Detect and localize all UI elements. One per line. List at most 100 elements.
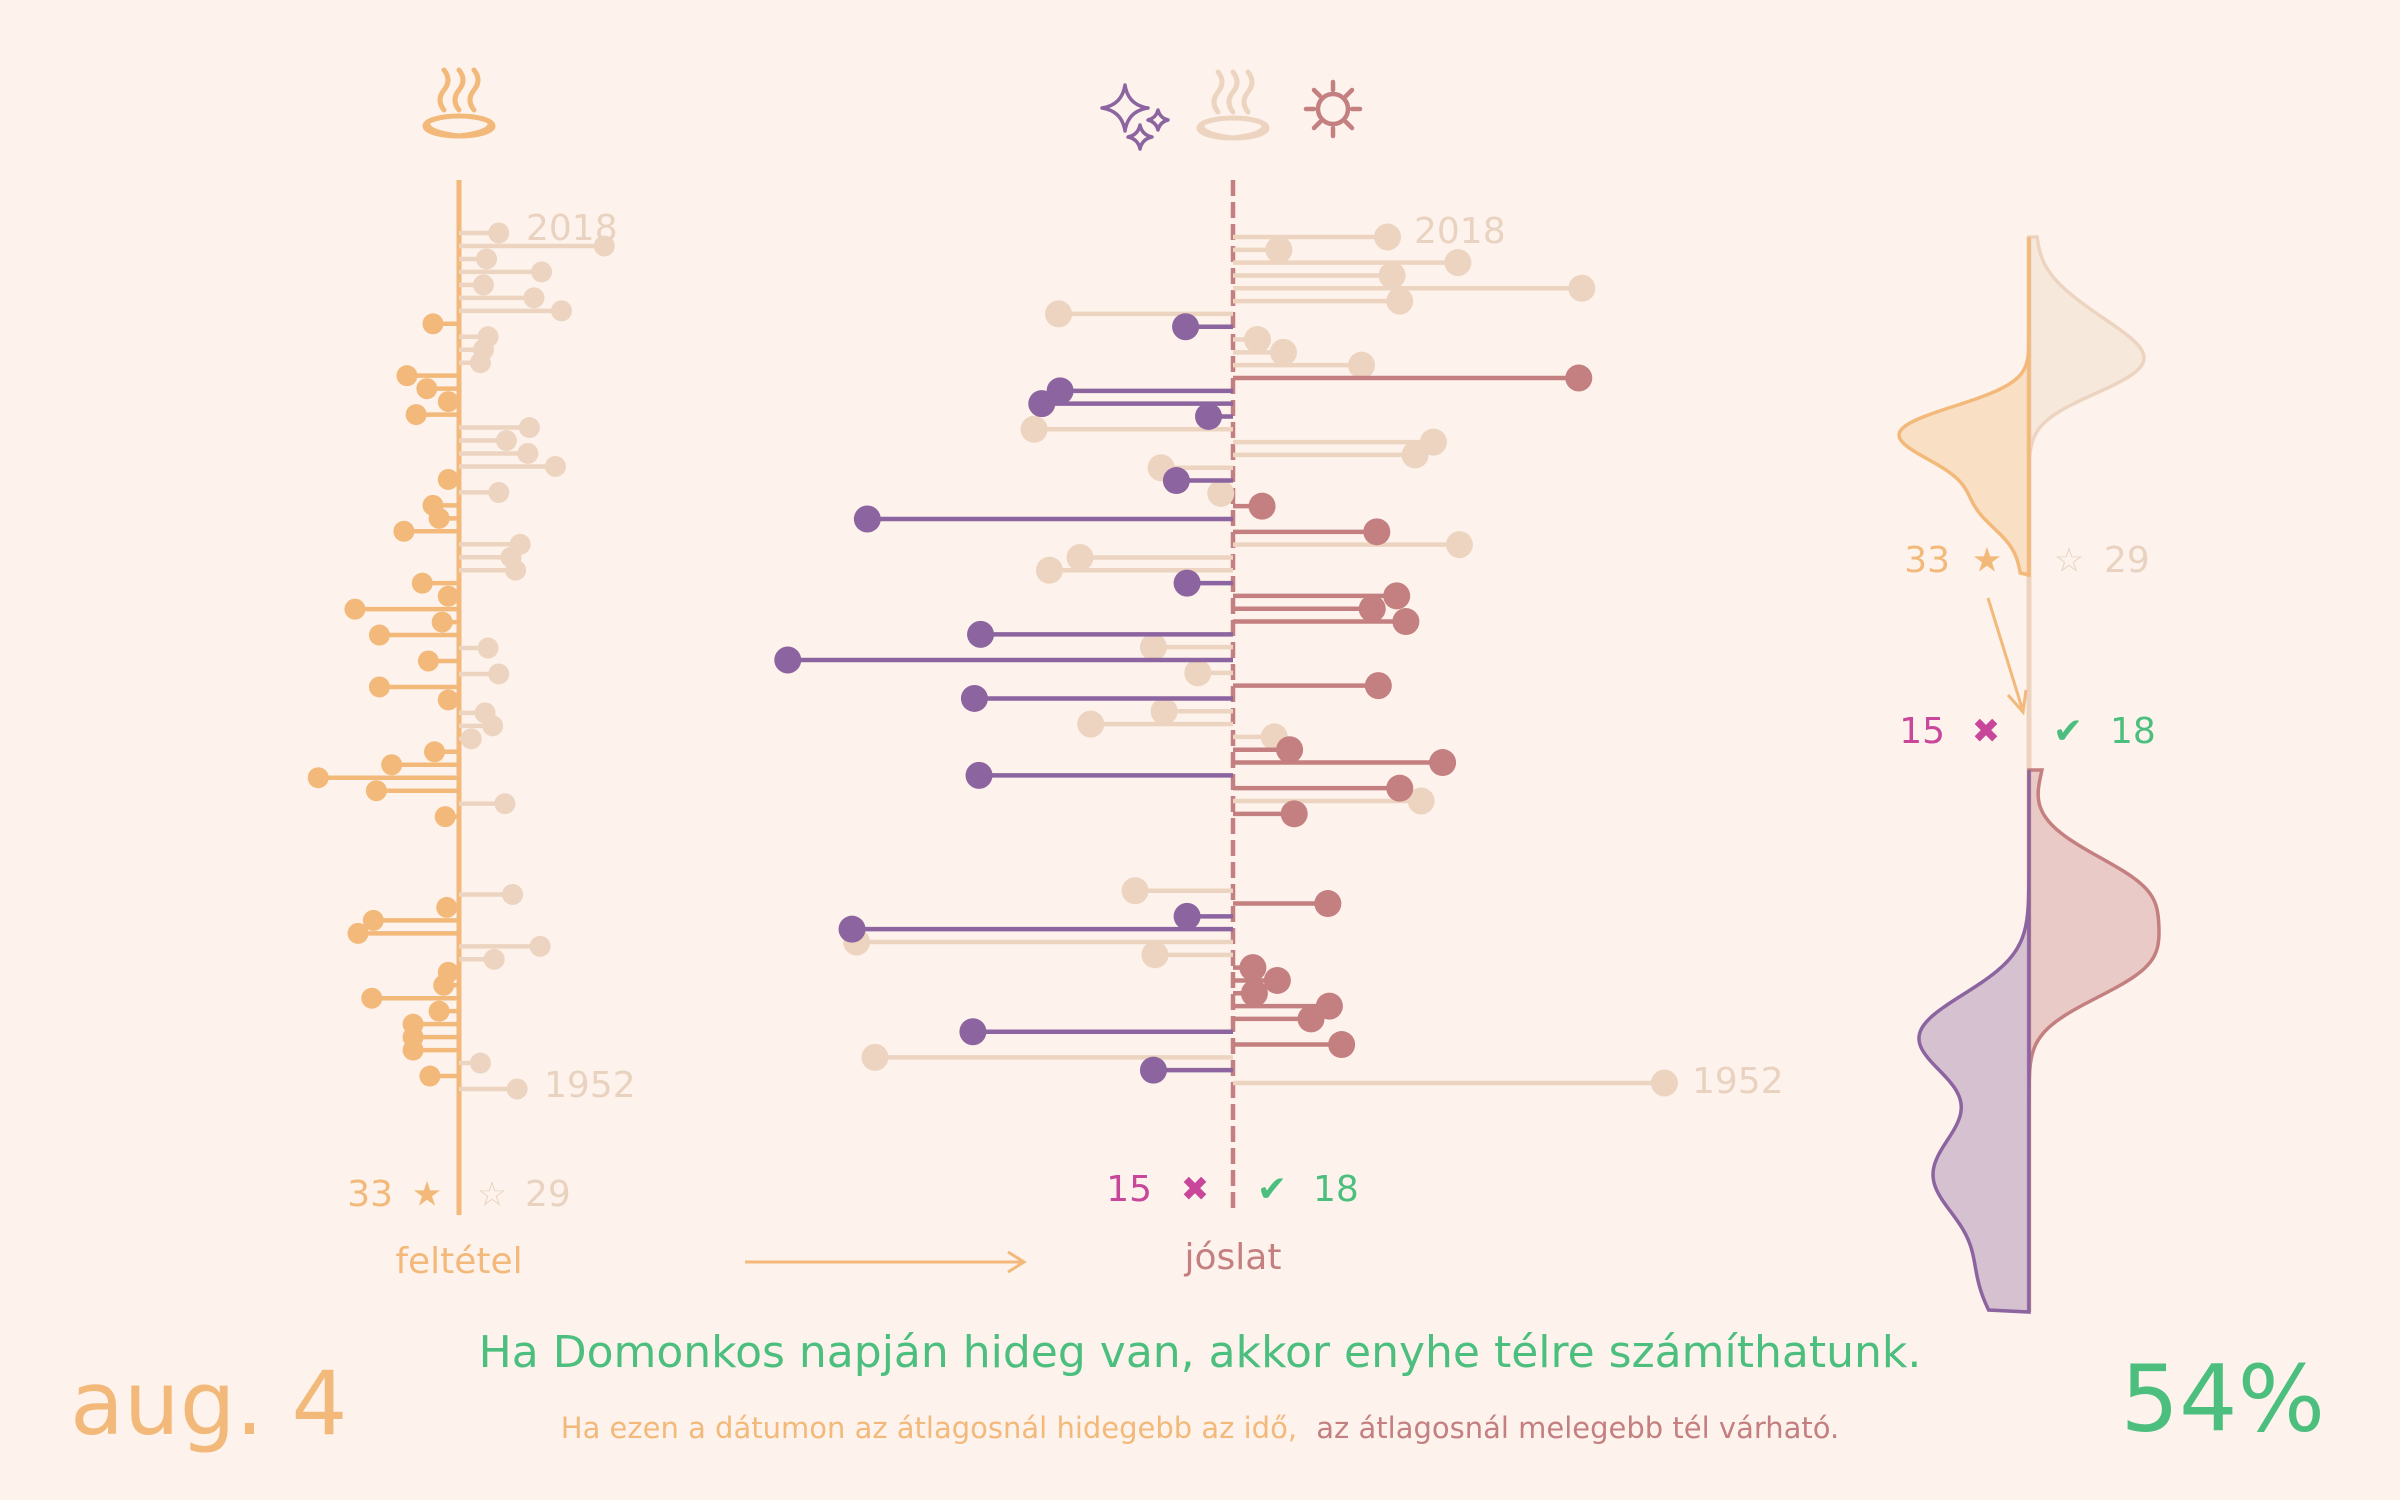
right-count: 18	[2110, 711, 2156, 752]
condition-dot	[472, 274, 494, 296]
condition-dot	[495, 430, 517, 452]
prediction-dot	[1374, 223, 1402, 251]
prediction-dot	[861, 1043, 889, 1071]
condition-dot	[307, 767, 329, 789]
prediction-dot	[853, 505, 881, 533]
prediction-dot	[1328, 1031, 1356, 1059]
prediction-dot	[1077, 710, 1105, 738]
warm-density	[2027, 235, 2146, 575]
prediction-dot	[1358, 595, 1386, 623]
condition-dot	[416, 378, 438, 400]
condition-dot	[381, 754, 403, 776]
condition-dot	[529, 935, 551, 957]
condition-dot	[482, 715, 504, 737]
condition-dot	[476, 248, 498, 270]
warm-symbol: ☆	[477, 1175, 507, 1215]
prediction-dot	[1263, 966, 1291, 994]
condition-dot	[424, 741, 446, 763]
wrong-symbol: ✖	[1972, 712, 2001, 752]
prediction-dot	[1445, 531, 1473, 559]
prediction-dot	[1243, 326, 1271, 354]
subtitle: Ha ezen a dátumon az átlagosnál hidegebb…	[561, 1411, 1839, 1445]
condition-dot	[469, 1052, 491, 1074]
year-label: 2018	[526, 208, 618, 249]
condition-dot	[437, 585, 459, 607]
prediction-dot	[1207, 479, 1235, 507]
prediction-dot	[1121, 877, 1149, 905]
condition-dot	[411, 572, 433, 594]
wrong-count: 15	[1899, 711, 1945, 752]
prediction-dot	[1141, 941, 1169, 969]
subtitle-prediction: az átlagosnál melegebb tél várható.	[1316, 1411, 1839, 1445]
wrong-count: 15	[1106, 1169, 1152, 1210]
condition-dot	[477, 637, 499, 659]
condition-dot	[593, 235, 615, 257]
year-label: 2018	[1414, 211, 1506, 252]
condition-dot	[502, 883, 524, 905]
prediction-dot	[1028, 390, 1056, 418]
steam-icon-left	[422, 67, 496, 139]
prediction-dot	[1139, 1056, 1167, 1084]
prediction-dot	[960, 684, 988, 712]
cold-count: 33	[1904, 540, 1950, 581]
subtitle-condition: Ha ezen a dátumon az átlagosnál hidegebb…	[561, 1411, 1297, 1445]
sun-icon	[1303, 79, 1363, 139]
condition-dot	[517, 442, 539, 464]
prediction-dot	[1650, 1069, 1678, 1097]
prediction-dot	[1392, 608, 1420, 636]
condition-dot	[422, 313, 444, 335]
prediction-dot	[1407, 787, 1435, 815]
prediction-dot	[1066, 543, 1094, 571]
prediction-dot	[1195, 402, 1223, 430]
prediction-dot	[1173, 569, 1201, 597]
wrong-density	[1917, 770, 2031, 1314]
prediction-dot	[1314, 890, 1342, 918]
prediction-dot	[1045, 300, 1073, 328]
cold-symbol: ★	[412, 1175, 442, 1215]
prediction-dot	[1297, 1005, 1325, 1033]
prediction-dot	[1265, 236, 1293, 264]
densities	[1897, 235, 2161, 1314]
prediction-dot	[1429, 749, 1457, 777]
prediction-dot	[774, 646, 802, 674]
prediction-dot	[1239, 954, 1267, 982]
flow-arrow	[745, 1250, 1027, 1274]
prediction-dot	[1172, 313, 1200, 341]
year-label: 1952	[544, 1065, 636, 1106]
condition-dot	[518, 417, 540, 439]
headline: Ha Domonkos napján hideg van, akkor enyh…	[479, 1327, 1922, 1378]
condition-dot	[523, 287, 545, 309]
warm-count: 29	[525, 1174, 571, 1215]
condition-dot	[488, 663, 510, 685]
year-label: 1952	[1692, 1061, 1784, 1102]
condition-dot	[505, 559, 527, 581]
prediction-dot	[1184, 659, 1212, 687]
condition-dot	[368, 676, 390, 698]
right-density	[2027, 768, 2161, 1312]
prediction-dot	[1378, 261, 1406, 289]
condition-dot	[460, 728, 482, 750]
condition-dot	[488, 481, 510, 503]
condition-dot	[437, 689, 459, 711]
condition-dot	[436, 896, 458, 918]
accuracy: 54%	[2121, 1345, 2325, 1452]
condition-dot	[405, 404, 427, 426]
prediction-dot	[1386, 774, 1414, 802]
right-count: 18	[1313, 1169, 1359, 1210]
condition-dot	[433, 974, 455, 996]
condition-dot	[483, 948, 505, 970]
prediction-dot	[1240, 979, 1268, 1007]
condition-dot	[488, 222, 510, 244]
condition-dot	[551, 300, 573, 322]
condition-dot	[393, 520, 415, 542]
prediction-dot	[1444, 249, 1472, 277]
prediction-dot	[1568, 274, 1596, 302]
condition-dot	[494, 793, 516, 815]
condition-dot	[428, 1000, 450, 1022]
prediction-dot	[1565, 364, 1593, 392]
condition-dot	[431, 611, 453, 633]
cold-symbol: ★	[1972, 541, 2002, 581]
prediction-dot	[1162, 467, 1190, 495]
condition-dot	[362, 909, 384, 931]
right-symbol: ✔	[2053, 711, 2083, 752]
